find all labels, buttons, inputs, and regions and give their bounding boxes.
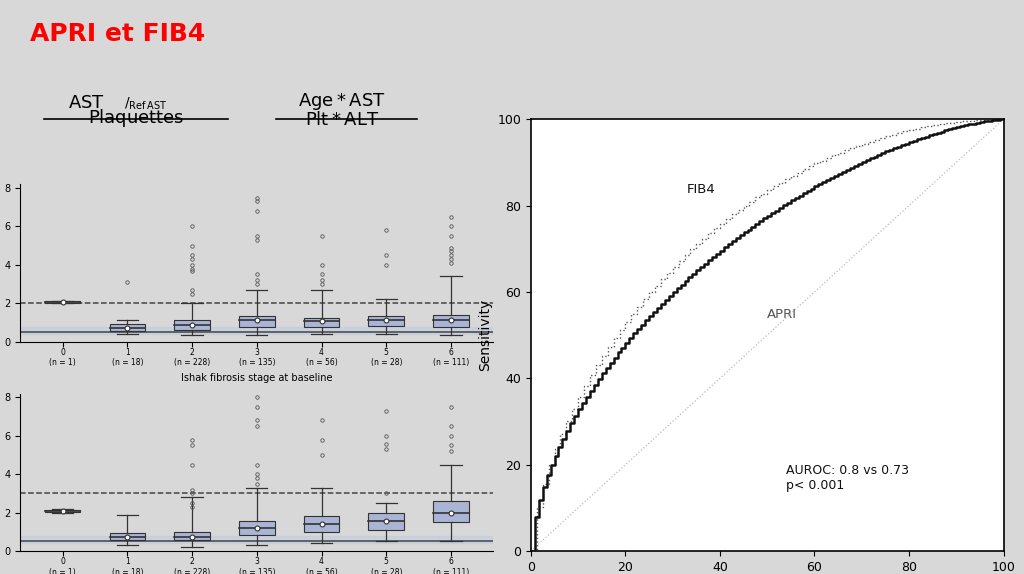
Y-axis label: FIS-4 score at baseline: FIS-4 score at baseline — [0, 417, 2, 528]
Text: $\mathrm{Plt * ALT}$: $\mathrm{Plt * ALT}$ — [305, 111, 379, 129]
Text: FIB4: FIB4 — [687, 183, 716, 196]
Text: AUROC: 0.8 vs 0.73
p< 0.001: AUROC: 0.8 vs 0.73 p< 0.001 — [786, 464, 909, 492]
FancyBboxPatch shape — [369, 316, 404, 326]
FancyBboxPatch shape — [304, 515, 339, 532]
FancyBboxPatch shape — [45, 301, 80, 303]
X-axis label: Ishak fibrosis stage at baseline: Ishak fibrosis stage at baseline — [181, 373, 333, 383]
Text: APRI: APRI — [767, 308, 798, 321]
Text: $\mathrm{AST}$: $\mathrm{AST}$ — [69, 94, 105, 112]
FancyBboxPatch shape — [369, 513, 404, 530]
Bar — [20, 327, 494, 333]
FancyBboxPatch shape — [433, 501, 469, 522]
Text: $\mathregular{/}_{\mathrm{Ref\,AST}}$: $\mathregular{/}_{\mathrm{Ref\,AST}}$ — [125, 96, 168, 113]
FancyBboxPatch shape — [110, 533, 145, 540]
Y-axis label: APRI score at baseline: APRI score at baseline — [0, 208, 2, 317]
FancyBboxPatch shape — [239, 316, 274, 327]
Text: APRI et FIB4: APRI et FIB4 — [30, 22, 205, 46]
FancyBboxPatch shape — [174, 532, 210, 541]
FancyBboxPatch shape — [45, 510, 80, 511]
FancyBboxPatch shape — [239, 521, 274, 535]
Y-axis label: Sensitivity: Sensitivity — [478, 299, 492, 371]
FancyBboxPatch shape — [174, 320, 210, 330]
FancyBboxPatch shape — [110, 324, 145, 331]
Text: $\mathrm{Age * AST}$: $\mathrm{Age * AST}$ — [298, 91, 386, 112]
Bar — [20, 536, 494, 543]
FancyBboxPatch shape — [433, 315, 469, 327]
Text: $\mathrm{Plaquettes}$: $\mathrm{Plaquettes}$ — [88, 107, 184, 129]
FancyBboxPatch shape — [304, 317, 339, 327]
